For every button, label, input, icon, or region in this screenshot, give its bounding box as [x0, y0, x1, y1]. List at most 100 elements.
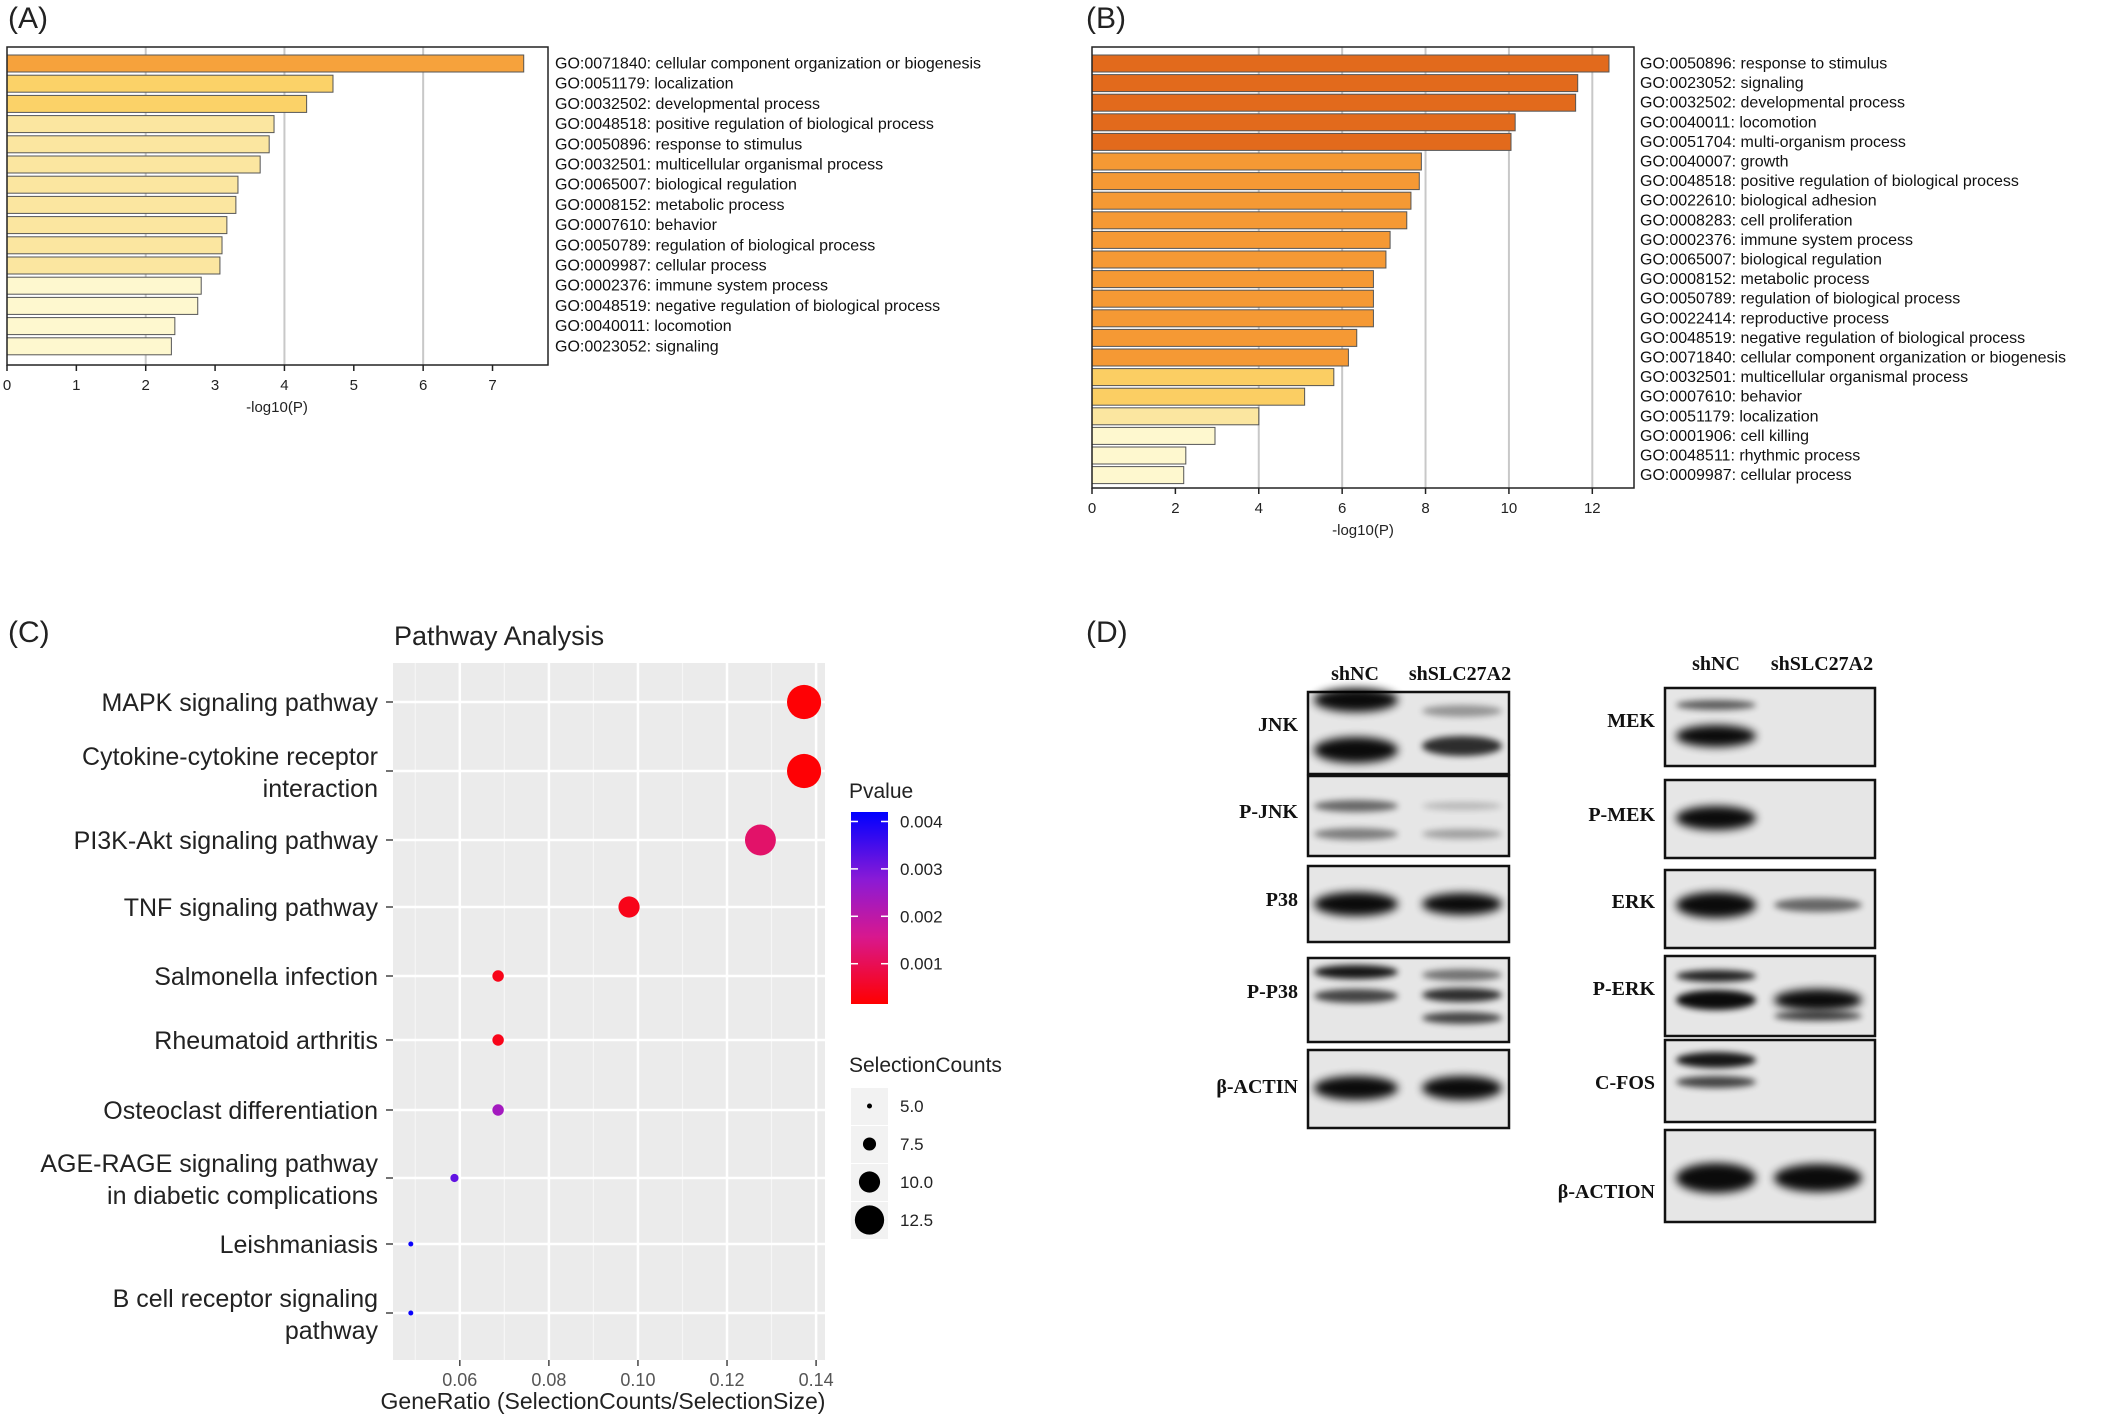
blot-band: [1676, 892, 1756, 918]
a-bar: [6, 256, 221, 275]
blot-band: [1676, 806, 1756, 830]
colorbar-tick-label: 0.001: [900, 955, 943, 974]
pathway-label-line: in diabetic complications: [107, 1182, 378, 1210]
blot-band: [1422, 736, 1502, 756]
pathway-label-line: pathway: [285, 1317, 379, 1345]
plot-background: [393, 663, 825, 1360]
pathway-chart-title: Pathway Analysis: [394, 621, 604, 651]
a-category-label: GO:0032501: multicellular organismal pro…: [555, 157, 883, 174]
blot-band: [1422, 705, 1502, 717]
a-bar: [6, 296, 199, 315]
b-category-label: GO:0022414: reproductive process: [1640, 310, 1889, 327]
b-category-label: GO:0002376: immune system process: [1640, 232, 1913, 249]
b-bar: [1091, 54, 1610, 73]
a-category-label: GO:0007610: behavior: [555, 217, 718, 234]
a-bar: [6, 195, 237, 214]
b-bar: [1091, 368, 1335, 387]
b-category-label: GO:0050896: response to stimulus: [1640, 56, 1887, 73]
colorbar-tick-label: 0.004: [900, 812, 943, 831]
x-tick-label: 0.10: [620, 1370, 655, 1390]
a-tick-label: 5: [350, 377, 358, 394]
blot-band: [1422, 802, 1502, 810]
a-category-label: GO:0002376: immune system process: [555, 278, 828, 295]
a-category-label: GO:0009987: cellular process: [555, 258, 767, 275]
b-bar: [1091, 466, 1185, 485]
a-category-label: GO:0008152: metabolic process: [555, 197, 784, 214]
pathway-label: PI3K-Akt signaling pathway: [74, 827, 379, 855]
b-category-label: GO:0048511: rhythmic process: [1640, 448, 1860, 465]
pvalue-colorbar: [851, 812, 888, 1004]
b-tick-label: 4: [1255, 500, 1263, 517]
x-tick-label: 0.06: [442, 1370, 477, 1390]
b-bar: [1091, 250, 1387, 269]
pathway-label: MAPK signaling pathway: [101, 689, 378, 717]
size-legend-dot: [854, 1205, 885, 1235]
size-legend-label: 12.5: [900, 1211, 933, 1230]
blot-band: [1314, 737, 1398, 763]
blot-band: [1676, 1052, 1756, 1068]
b-category-label: GO:0007610: behavior: [1640, 389, 1803, 406]
b-bar: [1091, 387, 1306, 406]
b-category-label: GO:0032501: multicellular organismal pro…: [1640, 369, 1968, 386]
b-bar: [1091, 289, 1374, 308]
blot-row-label: P-P38: [1247, 981, 1298, 1003]
b-category-label: GO:0040011: locomotion: [1640, 114, 1817, 131]
b-tick-label: 10: [1501, 500, 1518, 517]
b-frame: [1091, 46, 1635, 489]
a-bar: [6, 115, 275, 134]
x-tick-label: 0.14: [799, 1370, 834, 1390]
a-bar: [6, 317, 176, 336]
b-bar: [1091, 270, 1374, 289]
blot-band: [1314, 892, 1398, 916]
b-bar: [1091, 132, 1512, 151]
blot-band: [1676, 725, 1756, 747]
blot-band: [1774, 1164, 1862, 1192]
b-category-label: GO:0032502: developmental process: [1640, 95, 1905, 112]
b-category-label: GO:0001906: cell killing: [1640, 428, 1809, 445]
a-category-label: GO:0023052: signaling: [555, 338, 719, 355]
b-bar: [1091, 93, 1577, 112]
size-legend-label: 5.0: [900, 1097, 924, 1116]
pathway-point: [492, 1034, 504, 1046]
blot-row-label: ERK: [1612, 891, 1656, 913]
blot-band: [1422, 988, 1502, 1002]
a-tick-label: 7: [488, 377, 496, 394]
b-category-label: GO:0023052: signaling: [1640, 75, 1804, 92]
blot-band: [1774, 989, 1862, 1011]
blot-row-label: MEK: [1607, 710, 1655, 732]
blot-row-label: P-MEK: [1588, 804, 1655, 826]
b-bar: [1091, 446, 1187, 465]
b-bar: [1091, 328, 1358, 347]
blot-row-label: JNK: [1258, 714, 1298, 736]
b-bar: [1091, 426, 1216, 445]
blot-band: [1314, 688, 1398, 712]
blot-header-shnc: shNC: [1692, 653, 1740, 675]
panel-label-a: (A): [8, 2, 48, 35]
size-legend-label: 10.0: [900, 1173, 933, 1192]
b-category-label: GO:0050789: regulation of biological pro…: [1640, 291, 1960, 308]
size-legend-dot: [867, 1103, 872, 1109]
selection-counts-legend-title: SelectionCounts: [849, 1054, 1002, 1077]
a-tick-label: 3: [211, 377, 219, 394]
a-bar: [6, 276, 202, 295]
a-bar: [6, 337, 172, 356]
blot-band: [1314, 800, 1398, 812]
pathway-label: Rheumatoid arthritis: [154, 1027, 378, 1055]
a-category-label: GO:0032502: developmental process: [555, 96, 820, 113]
blot-row-label: β-ACTIN: [1216, 1076, 1298, 1098]
pathway-label-line: B cell receptor signaling: [113, 1285, 378, 1313]
a-bar: [6, 236, 223, 255]
b-category-label: GO:0048518: positive regulation of biolo…: [1640, 173, 2019, 190]
pathway-x-axis-title: GeneRatio (SelectionCounts/SelectionSize…: [381, 1388, 826, 1414]
b-tick-label: 12: [1584, 500, 1601, 517]
b-category-label: GO:0065007: biological regulation: [1640, 252, 1882, 269]
panel-label-b: (B): [1086, 2, 1126, 35]
a-category-label: GO:0065007: biological regulation: [555, 177, 797, 194]
a-category-label: GO:0040011: locomotion: [555, 318, 732, 335]
size-legend-dot: [862, 1137, 877, 1151]
pathway-label: Cytokine-cytokine receptor interaction: [82, 743, 378, 803]
b-bar: [1091, 152, 1422, 171]
pathway-point: [618, 896, 640, 918]
a-bar: [6, 74, 334, 93]
